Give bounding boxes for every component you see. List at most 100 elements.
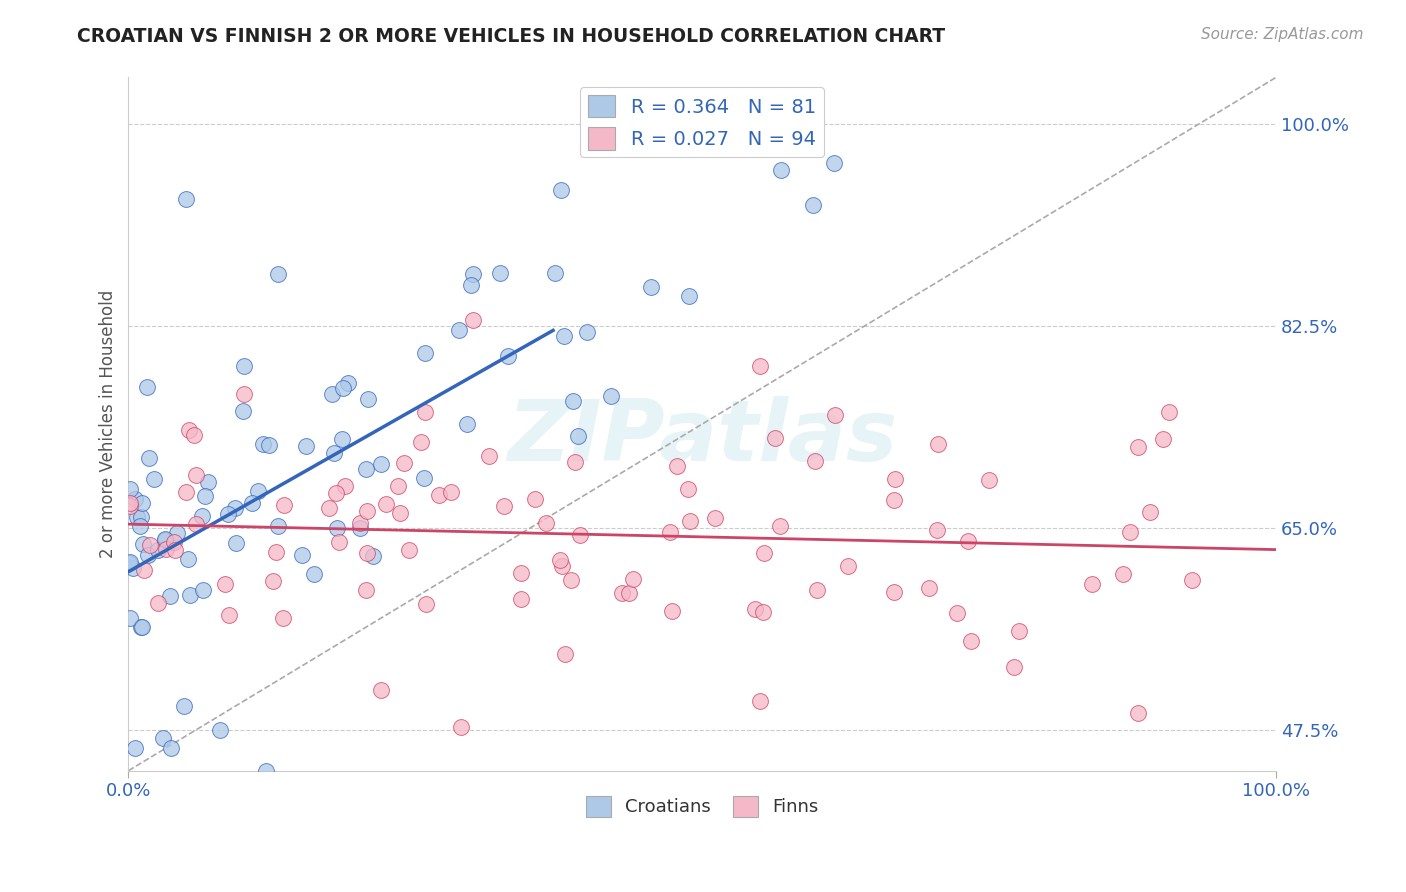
Point: [186, 468, 208, 483]
Point: [118, 482, 141, 496]
Point: [370, 457, 392, 471]
Text: Source: ZipAtlas.com: Source: ZipAtlas.com: [1201, 27, 1364, 42]
Point: [553, 329, 575, 343]
Point: [232, 404, 254, 418]
Point: [1128, 440, 1150, 454]
Point: [321, 386, 343, 401]
Point: [131, 496, 153, 510]
Point: [138, 451, 160, 466]
Point: [336, 376, 359, 390]
Point: [125, 510, 148, 524]
Point: [569, 528, 592, 542]
Point: [957, 534, 980, 549]
Point: [823, 156, 845, 170]
Point: [883, 493, 905, 508]
Point: [302, 566, 325, 581]
Point: [1002, 660, 1025, 674]
Point: [427, 488, 450, 502]
Point: [129, 509, 152, 524]
Point: [139, 538, 162, 552]
Point: [460, 277, 482, 292]
Point: [560, 573, 582, 587]
Point: [124, 492, 146, 507]
Point: [960, 634, 983, 648]
Point: [194, 489, 217, 503]
Point: [224, 500, 246, 515]
Point: [600, 389, 623, 403]
Point: [1128, 706, 1150, 720]
Point: [510, 566, 533, 580]
Point: [803, 454, 825, 468]
Point: [356, 546, 378, 560]
Point: [461, 313, 484, 327]
Point: [621, 572, 644, 586]
Point: [217, 507, 239, 521]
Point: [266, 267, 288, 281]
Point: [413, 404, 436, 418]
Point: [567, 429, 589, 443]
Point: [548, 552, 571, 566]
Point: [214, 576, 236, 591]
Point: [979, 473, 1001, 487]
Point: [361, 549, 384, 563]
Point: [191, 582, 214, 597]
Point: [440, 484, 463, 499]
Point: [387, 479, 409, 493]
Point: [1008, 624, 1031, 638]
Point: [748, 694, 770, 708]
Point: [769, 518, 792, 533]
Point: [1152, 432, 1174, 446]
Point: [806, 582, 828, 597]
Point: [134, 563, 156, 577]
Point: [191, 509, 214, 524]
Point: [148, 542, 170, 557]
Point: [801, 197, 824, 211]
Point: [121, 561, 143, 575]
Point: [176, 552, 198, 566]
Point: [295, 439, 318, 453]
Point: [142, 472, 165, 486]
Point: [748, 359, 770, 374]
Point: [946, 606, 969, 620]
Point: [354, 462, 377, 476]
Point: [523, 492, 546, 507]
Point: [392, 456, 415, 470]
Point: [398, 542, 420, 557]
Point: [153, 533, 176, 547]
Point: [775, 117, 797, 131]
Point: [257, 438, 280, 452]
Point: [370, 682, 392, 697]
Point: [544, 266, 567, 280]
Point: [752, 606, 775, 620]
Point: [325, 486, 347, 500]
Point: [918, 581, 941, 595]
Point: [356, 392, 378, 406]
Point: [415, 598, 437, 612]
Point: [676, 482, 699, 496]
Point: [218, 607, 240, 622]
Point: [461, 267, 484, 281]
Point: [413, 346, 436, 360]
Point: [576, 325, 599, 339]
Point: [375, 497, 398, 511]
Point: [704, 511, 727, 525]
Point: [174, 192, 197, 206]
Point: [254, 764, 277, 778]
Point: [884, 471, 907, 485]
Point: [619, 586, 641, 600]
Point: [330, 432, 353, 446]
Y-axis label: 2 or more Vehicles in Household: 2 or more Vehicles in Household: [100, 290, 117, 558]
Point: [752, 546, 775, 560]
Point: [494, 499, 516, 513]
Point: [232, 359, 254, 373]
Point: [450, 720, 472, 734]
Point: [824, 408, 846, 422]
Point: [550, 559, 572, 574]
Point: [179, 588, 201, 602]
Point: [550, 183, 572, 197]
Point: [1119, 524, 1142, 539]
Point: [678, 289, 700, 303]
Text: ZIPatlas: ZIPatlas: [508, 396, 897, 479]
Point: [679, 514, 702, 528]
Point: [267, 519, 290, 533]
